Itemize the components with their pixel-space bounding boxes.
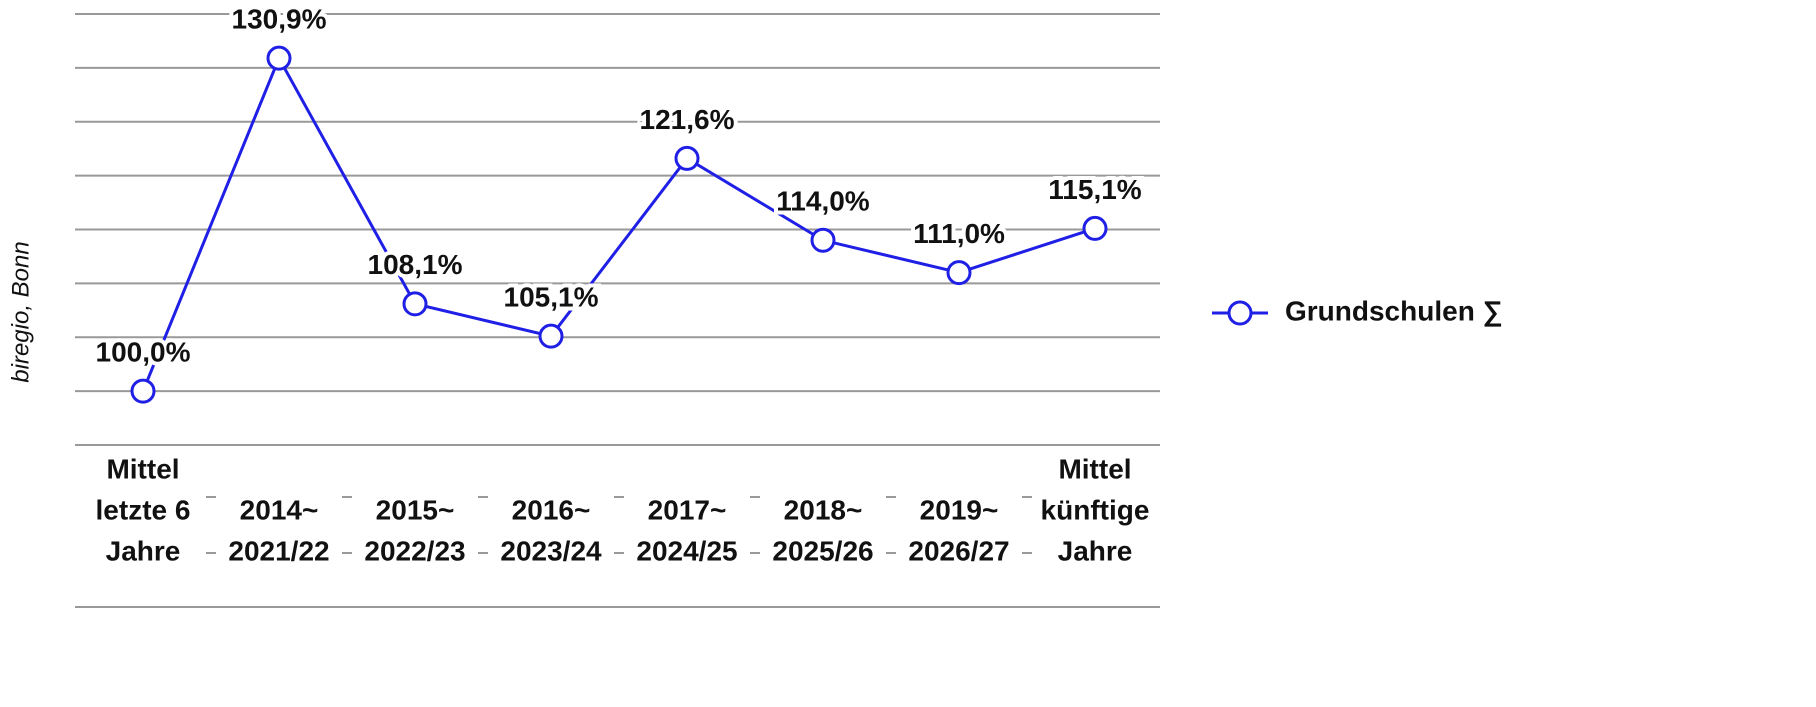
data-point xyxy=(538,323,564,349)
data-point xyxy=(1082,215,1108,241)
source-note: biregio, Bonn xyxy=(7,241,34,382)
data-point xyxy=(674,145,700,171)
data-label: 130,9% xyxy=(232,4,327,35)
data-label: 105,1% xyxy=(504,282,599,313)
data-point xyxy=(266,45,292,71)
data-label: 100,0% xyxy=(96,337,191,368)
x-tick-label: 2015~ xyxy=(376,494,455,525)
x-tick-label: 2016~ xyxy=(512,494,591,525)
data-point xyxy=(946,260,972,286)
x-tick-label: 2024/25 xyxy=(636,535,737,566)
x-tick-label: 2026/27 xyxy=(908,535,1009,566)
x-tick-label: 2019~ xyxy=(920,494,999,525)
x-tick-label: 2022/23 xyxy=(364,535,465,566)
x-tick-label: künftige xyxy=(1041,494,1150,525)
data-point xyxy=(130,378,156,404)
x-tick-label: 2023/24 xyxy=(500,535,602,566)
data-point xyxy=(402,291,428,317)
series-line xyxy=(141,54,1096,392)
x-tick-label: Mittel xyxy=(1058,453,1131,484)
x-tick-label: letzte 6 xyxy=(96,494,191,525)
x-tick-label: Jahre xyxy=(1058,535,1133,566)
legend-marker xyxy=(1227,300,1253,326)
x-tick-label: 2014~ xyxy=(240,494,319,525)
x-tick-label: 2025/26 xyxy=(772,535,873,566)
x-tick-label: 2017~ xyxy=(648,494,727,525)
legend-label: Grundschulen ∑ xyxy=(1285,295,1503,327)
x-tick-label: Jahre xyxy=(106,535,181,566)
x-tick-label: 2021/22 xyxy=(228,535,329,566)
data-label: 115,1% xyxy=(1048,174,1142,205)
data-label: 114,0% xyxy=(776,186,870,217)
x-tick-label: Mittel xyxy=(106,453,179,484)
data-label: 108,1% xyxy=(368,249,463,280)
data-point xyxy=(810,227,836,253)
x-tick-label: 2018~ xyxy=(784,494,863,525)
data-label: 111,0% xyxy=(913,218,1005,249)
data-label: 121,6% xyxy=(640,104,735,135)
